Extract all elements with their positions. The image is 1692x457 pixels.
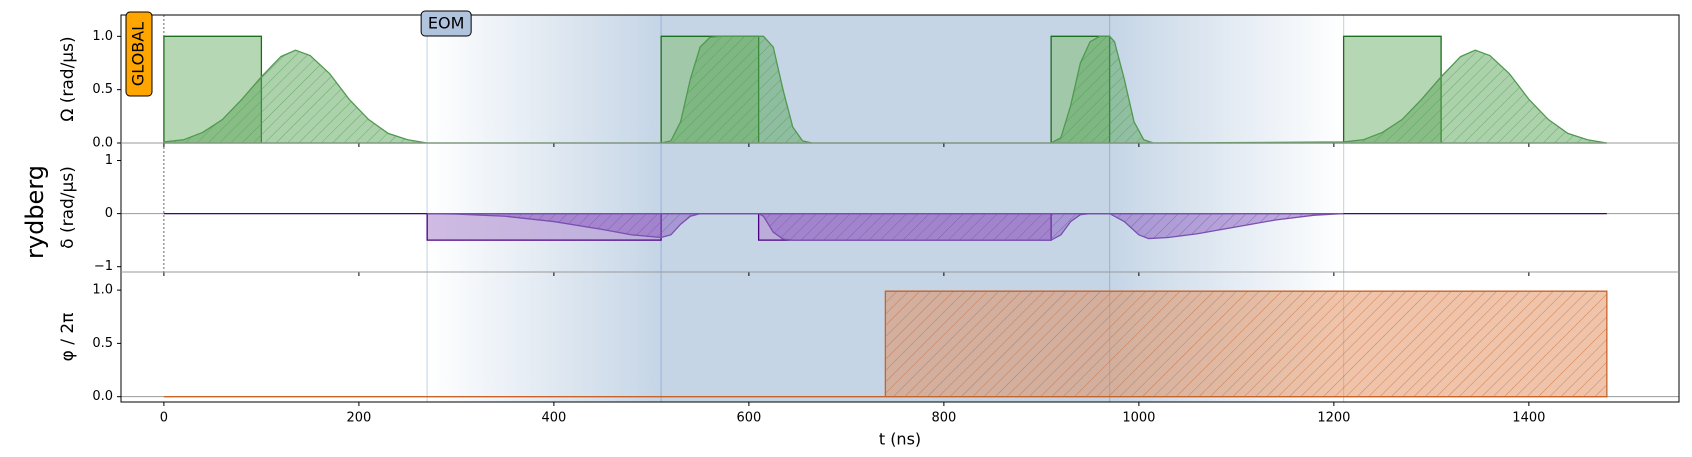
- y-tick-label: 1.0: [92, 29, 113, 44]
- hatched-area: [163, 290, 1608, 398]
- hatched-area: [427, 212, 1344, 241]
- x-tick-label: 1000: [1122, 411, 1155, 426]
- y-tick-label: −1: [94, 259, 113, 274]
- basis-label: GLOBAL: [129, 22, 148, 86]
- y-tick-label: 0.5: [92, 336, 113, 351]
- y-tick-label: 0.0: [92, 389, 113, 404]
- basis-box: [125, 11, 153, 97]
- x-tick-label: 600: [736, 411, 761, 426]
- x-tick-label: 1400: [1512, 411, 1545, 426]
- y-tick-label: 1.0: [92, 283, 113, 298]
- axes-frame: [120, 14, 1680, 403]
- x-axis-label: t (ns): [879, 430, 921, 449]
- eom-box: [420, 10, 472, 37]
- y-tick-label: 0.0: [92, 136, 113, 151]
- x-tick-label: 1200: [1317, 411, 1350, 426]
- y-axis-label: φ / 2π: [58, 313, 78, 362]
- y-tick-label: 0.5: [92, 82, 113, 97]
- x-tick-label: 0: [160, 411, 168, 426]
- y-tick-label: 0: [105, 206, 113, 221]
- channel-label: rydberg: [21, 165, 49, 259]
- y-axis-label: δ (rad/µs): [58, 166, 78, 249]
- y-tick-label: 1: [105, 153, 113, 168]
- x-tick-label: 800: [931, 411, 956, 426]
- x-tick-label: 400: [541, 411, 566, 426]
- eom-label: EOM: [428, 14, 465, 33]
- x-tick-label: 200: [346, 411, 371, 426]
- y-axis-label: Ω (rad/µs): [58, 36, 78, 121]
- eom-ramp-in: [427, 15, 662, 402]
